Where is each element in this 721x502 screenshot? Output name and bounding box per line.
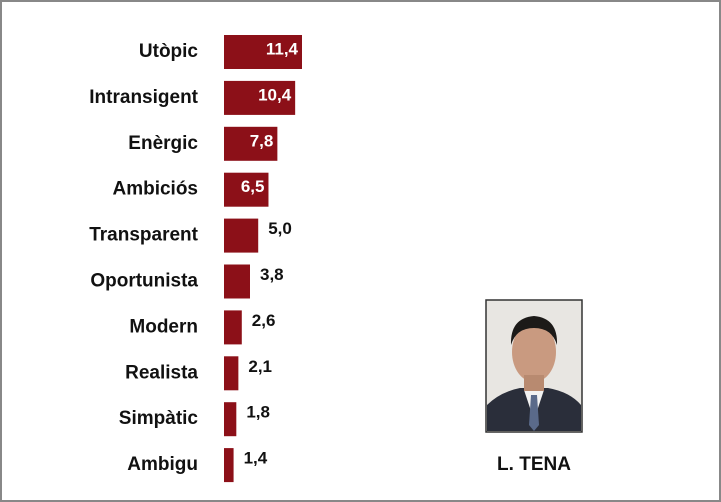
category-label: Ambigu	[127, 454, 198, 475]
value-label: 2,1	[248, 357, 272, 376]
category-label: Simpàtic	[119, 408, 199, 429]
chart: L. TENA Utòpic 11,4 Intransigent 10,4 Enèrgi…	[0, 0, 721, 502]
value-label: 3,8	[260, 265, 284, 284]
bar	[224, 448, 234, 482]
value-label: 7,8	[250, 131, 274, 150]
bar	[224, 402, 236, 436]
portrait	[486, 300, 582, 432]
value-label: 2,6	[252, 311, 276, 330]
category-label: Realista	[125, 362, 198, 383]
bar	[224, 219, 258, 253]
frame	[1, 1, 720, 501]
bar	[224, 356, 238, 390]
value-label: 1,8	[246, 403, 270, 422]
category-label: Transparent	[89, 225, 198, 246]
category-label: Modern	[129, 316, 198, 337]
value-label: 10,4	[258, 85, 292, 104]
caption: L. TENA	[497, 454, 571, 475]
value-label: 1,4	[244, 449, 268, 468]
category-label: Enèrgic	[128, 133, 198, 154]
bar	[224, 265, 250, 299]
value-label: 11,4	[266, 39, 299, 58]
value-label: 5,0	[268, 219, 292, 238]
category-label: Oportunista	[90, 271, 198, 292]
category-label: Intransigent	[89, 87, 198, 108]
bar	[224, 310, 242, 344]
category-label: Ambiciós	[112, 179, 198, 200]
category-label: Utòpic	[139, 41, 199, 62]
value-label: 6,5	[241, 177, 265, 196]
